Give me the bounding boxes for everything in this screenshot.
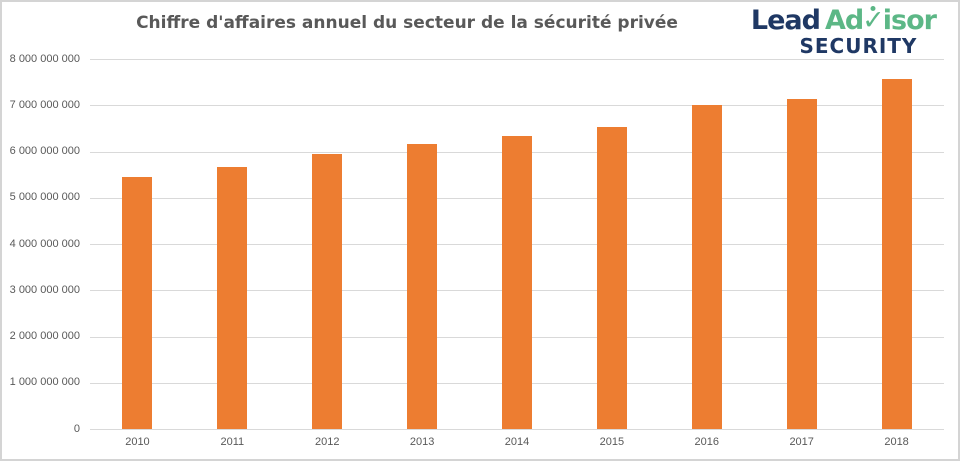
bar-2010 [122,176,153,429]
y-tick-label: 8 000 000 000 [9,52,80,65]
x-tick-label-2013: 2013 [409,436,435,448]
logo-lead-text: Lead [750,5,821,36]
bar-2016 [691,105,722,429]
y-tick-label: 3 000 000 000 [9,283,80,296]
y-tick-label: 1 000 000 000 [9,376,80,389]
chart-title: Chiffre d'affaires annuel du secteur de … [136,13,678,33]
bar-2018 [881,79,912,429]
y-tick-label: 4 000 000 000 [9,237,80,250]
x-tick-label-2010: 2010 [125,436,150,448]
logo-advisor-suffix: isor [882,5,937,36]
x-tick-label-2017: 2017 [789,436,814,448]
bar-2013 [407,143,438,429]
bar-2012 [312,153,343,429]
y-tick-label: 7 000 000 000 [9,98,80,111]
lead-advisor-logo: Lead Ad✓isor SECURITY [750,5,937,58]
x-tick-label-2015: 2015 [599,436,625,448]
x-axis-line [90,429,944,430]
plot-area [90,59,944,430]
bar-2011 [217,167,248,429]
logo-advisor-prefix: Ad [824,5,864,36]
gridline [90,59,944,60]
logo-advisor-text: Ad✓isor [824,5,937,36]
gridline [90,105,944,107]
bar-2017 [786,99,817,429]
y-tick-label: 2 000 000 000 [9,330,80,342]
y-tick-label: 0 [73,422,80,435]
check-v-icon: ✓ [862,5,885,36]
x-tick-label-2012: 2012 [314,436,340,448]
x-tick-label-2014: 2014 [504,436,530,448]
x-tick-label-2018: 2018 [884,436,909,448]
logo-wordmark: Lead Ad✓isor [750,5,937,36]
x-tick-label-2016: 2016 [694,436,720,448]
y-tick-label: 5 000 000 000 [9,191,80,204]
bar-2014 [502,136,532,429]
logo-security-text: SECURITY [799,34,918,58]
y-tick-label: 6 000 000 000 [9,145,80,157]
bar-2015 [596,127,627,429]
x-tick-label-2011: 2011 [220,436,245,448]
x-axis-labels: 2010 2011 2012 2013 2014 2015 2016 2017 2018 [90,436,944,448]
